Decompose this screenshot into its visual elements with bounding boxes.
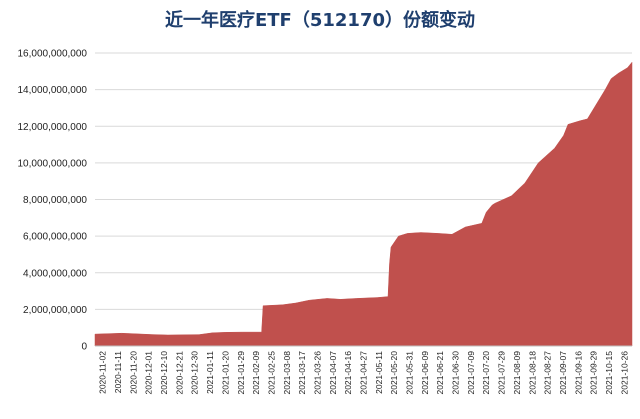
x-tick-label: 2021-03-08 xyxy=(282,351,292,395)
y-tick-label: 0 xyxy=(81,342,87,353)
series-area xyxy=(94,61,633,347)
x-tick-label: 2020-11-20 xyxy=(128,351,138,394)
y-tick-label: 14,000,000,000 xyxy=(17,85,87,96)
x-tick-label: 2021-08-09 xyxy=(512,351,522,395)
x-tick-label: 2021-02-25 xyxy=(266,351,276,395)
x-tick-label: 2021-07-09 xyxy=(466,351,476,395)
x-tick-label: 2021-07-29 xyxy=(497,351,507,395)
x-tick-label: 2021-10-26 xyxy=(619,351,629,395)
x-tick-label: 2021-08-18 xyxy=(527,351,537,395)
x-tick-label: 2020-12-21 xyxy=(174,351,184,395)
chart-title: 近一年医疗ETF（512170）份额变动 xyxy=(165,9,475,31)
x-tick-label: 2020-11-02 xyxy=(98,351,108,394)
x-tick-label: 2020-12-01 xyxy=(144,351,154,395)
x-tick-label: 2021-07-20 xyxy=(481,351,491,395)
y-tick-label: 12,000,000,000 xyxy=(17,122,87,133)
y-tick-label: 16,000,000,000 xyxy=(17,49,87,60)
grid-layer xyxy=(95,52,632,310)
x-tick-label: 2020-11-11 xyxy=(113,351,123,393)
y-tick-label: 4,000,000,000 xyxy=(23,268,87,279)
area-layer xyxy=(94,61,633,347)
x-tick-label: 2021-04-27 xyxy=(359,351,369,395)
y-tick-label: 2,000,000,000 xyxy=(23,305,87,316)
x-tick-label: 2021-09-07 xyxy=(558,351,568,395)
x-tick-label: 2021-06-30 xyxy=(451,351,461,395)
x-tick-label: 2021-04-07 xyxy=(328,351,338,395)
x-tick-label: 2021-05-31 xyxy=(405,351,415,395)
x-tick-label: 2021-05-20 xyxy=(389,351,399,395)
x-tick-label: 2020-12-30 xyxy=(190,351,200,395)
x-tick-label: 2021-09-16 xyxy=(573,351,583,395)
x-tick-label: 2020-12-10 xyxy=(159,351,169,395)
y-tick-label: 10,000,000,000 xyxy=(17,158,87,169)
x-tick-label: 2021-03-26 xyxy=(313,351,323,395)
x-tick-label: 2021-01-29 xyxy=(236,351,246,395)
x-tick-label: 2021-10-15 xyxy=(604,351,614,395)
y-tick-label: 8,000,000,000 xyxy=(23,195,87,206)
x-tick-label: 2021-03-17 xyxy=(297,351,307,395)
x-tick-label: 2021-02-09 xyxy=(251,351,261,395)
x-tick-label: 2021-04-16 xyxy=(343,351,353,395)
x-axis-ticks: 2020-11-02 2020-11-11 2020-11-20 2020-12-01… xyxy=(98,351,630,395)
x-tick-label: 2021-06-21 xyxy=(435,351,445,395)
x-tick-label: 2021-06-09 xyxy=(420,351,430,395)
y-tick-label: 6,000,000,000 xyxy=(23,232,87,243)
x-tick-label: 2021-09-29 xyxy=(589,351,599,395)
x-tick-label: 2021-08-27 xyxy=(543,351,553,395)
y-axis-ticks: 0 2,000,000,000 4,000,000,000 6,000,000,000… xyxy=(17,49,87,353)
x-tick-label: 2021-05-11 xyxy=(374,351,384,394)
x-tick-label: 2021-01-11 xyxy=(205,351,215,394)
x-tick-label: 2021-01-20 xyxy=(220,351,230,395)
